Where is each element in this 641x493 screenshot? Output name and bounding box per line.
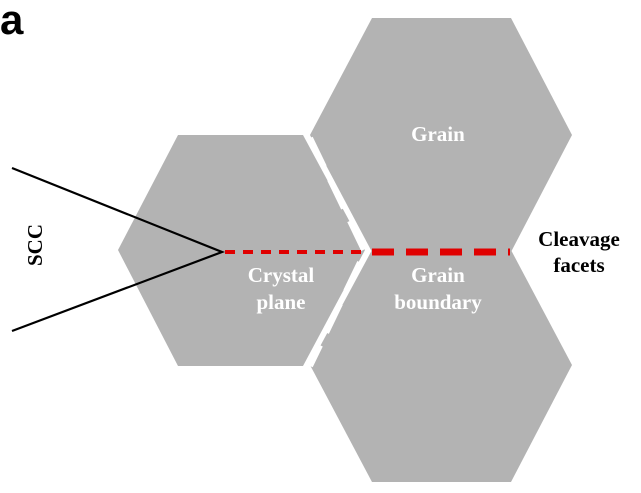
cleavage-facets-label-line2: facets [553, 253, 604, 277]
grain-left [118, 135, 365, 366]
grain-boundary-dashed [307, 136, 369, 368]
grain-boundary-label-line2: boundary [394, 290, 482, 314]
grain-boundary-label-line1: Grain [411, 263, 465, 287]
grain-label: Grain [411, 122, 465, 146]
grain-bottom-right [310, 250, 572, 482]
panel-letter: a [0, 0, 24, 43]
crack-outline [11, 166, 226, 333]
grain-top-right [310, 18, 572, 252]
crystal-plane-label-line2: plane [256, 290, 305, 314]
cleavage-facets-label-line1: Cleavage [538, 227, 620, 251]
crystal-plane-label-line1: Crystal [248, 263, 315, 287]
scc-label: SCC [23, 224, 47, 266]
